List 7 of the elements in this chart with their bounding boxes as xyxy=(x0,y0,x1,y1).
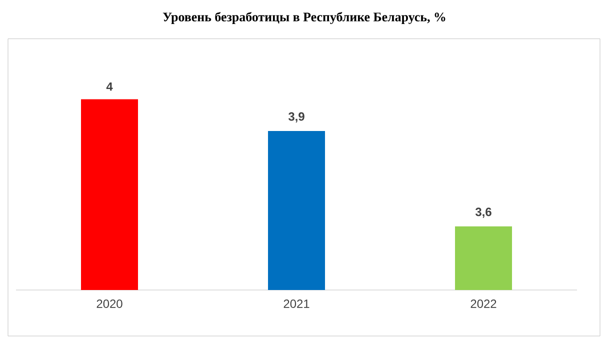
x-tick-label: 2020 xyxy=(96,300,122,308)
x-tick-label: 2022 xyxy=(470,300,496,308)
data-label: 3,9 xyxy=(288,112,304,122)
data-label: 4 xyxy=(106,82,113,91)
x-tick-label: 2021 xyxy=(284,300,310,308)
data-label: 3,6 xyxy=(475,208,492,218)
chart-title: Уровень безработицы в Республике Беларусь, % xyxy=(162,12,446,24)
